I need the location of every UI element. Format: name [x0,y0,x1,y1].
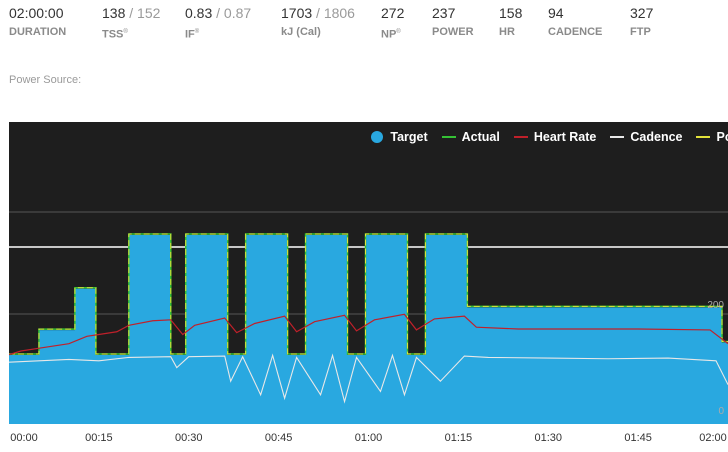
np-trademark: ® [396,29,401,35]
y-tick-0: 0 [718,406,724,417]
legend-power[interactable]: Power [696,130,728,144]
actual-line [9,233,728,355]
power-label: POWER [432,26,474,38]
power-line-icon [696,136,711,138]
ftp-label: FTP [630,26,651,38]
kj-planned: 1806 [323,5,355,21]
legend-power-label: Power [716,130,728,144]
power-source-label: Power Source: [9,74,82,86]
legend-actual[interactable]: Actual [441,130,500,144]
legend-cadence-label: Cadence [630,130,683,144]
x-tick-label: 01:30 [534,432,563,444]
if-planned: 0.87 [223,5,252,21]
legend-target-label: Target [390,130,428,144]
x-tick-label: 01:15 [444,432,473,444]
kj-separator: / [316,5,320,21]
x-tick-label: 00:15 [85,432,113,444]
tss-separator: / [129,5,134,21]
cadence-line-icon [610,136,625,138]
target-area [9,235,728,424]
stat-ftp: 327 FTP [630,5,653,38]
hr-value: 158 [499,5,523,21]
legend-target[interactable]: Target [371,130,428,144]
actual-line-icon [441,136,456,138]
stat-kj: 1703 / 1806 kJ (Cal) [281,5,355,38]
duration-value: 02:00:00 [9,5,64,21]
ftp-value: 327 [630,5,654,21]
hr-label: HR [499,26,515,38]
stat-duration: 02:00:00 DURATION [9,5,66,38]
duration-label: DURATION [9,26,67,38]
legend-actual-label: Actual [461,130,500,144]
workout-chart[interactable]: 200 0 Target Actual Heart Rate Cadence P… [9,122,728,424]
workout-summary: 02:00:00 DURATION 138 / 152 TSS® 0.83 / … [0,0,728,50]
x-tick-label: 01:00 [354,432,383,444]
kj-value: 1703 [281,5,313,21]
x-axis: 00:00 00:15 00:30 00:45 01:00 01:15 01:30 01:45… [0,424,728,452]
x-tick-label: 00:30 [174,432,203,444]
stat-hr: 158 HR [499,5,522,38]
heart-rate-line-icon [513,136,528,138]
stat-tss: 138 / 152 TSS® [102,5,160,41]
chart-legend: Target Actual Heart Rate Cadence Power [371,130,728,144]
tss-value: 138 [102,5,126,21]
x-tick-label: 02:00 [699,432,727,444]
legend-heart-rate[interactable]: Heart Rate [513,130,597,144]
chart-plot [9,211,728,424]
power-value: 237 [432,5,456,21]
if-trademark: ® [194,29,200,35]
x-tick-label: 01:45 [624,432,652,444]
cadence-line [9,353,728,404]
x-tick-label: 00:45 [264,432,293,444]
kj-label: kJ (Cal) [281,26,321,38]
tss-trademark: ® [123,29,128,35]
stat-cadence: 94 CADENCE [548,5,602,38]
cadence-value: 94 [548,5,564,21]
legend-cadence[interactable]: Cadence [610,130,682,144]
np-label: NP [381,28,397,41]
np-value: 272 [381,5,405,21]
stat-np: 272 NP® [381,5,404,41]
heart-rate-line [9,313,728,356]
stat-power: 237 POWER [432,5,474,38]
cadence-label: CADENCE [548,26,603,38]
if-value: 0.83 [185,5,213,21]
legend-heart-rate-label: Heart Rate [533,130,597,144]
tss-label: TSS [102,28,124,41]
target-dot-icon [371,131,384,143]
if-separator: / [216,5,221,21]
if-label: IF [185,28,195,41]
stat-if: 0.83 / 0.87 IF® [185,5,251,41]
y-tick-200: 200 [707,300,724,311]
x-tick-label: 00:00 [10,432,38,444]
tss-planned: 152 [137,5,161,21]
